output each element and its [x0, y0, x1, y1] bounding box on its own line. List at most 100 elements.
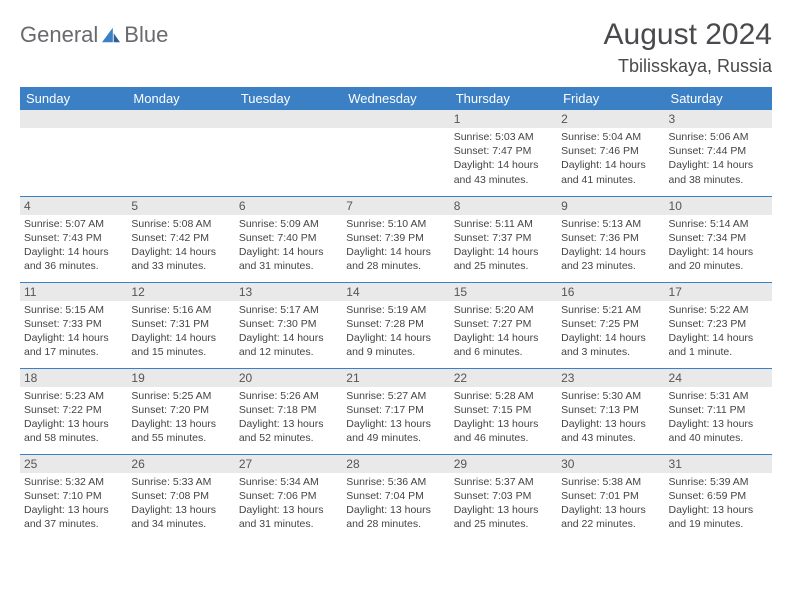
- calendar-week-row: 18Sunrise: 5:23 AMSunset: 7:22 PMDayligh…: [20, 368, 772, 454]
- day-number: 5: [127, 197, 234, 215]
- weekday-header: Friday: [557, 87, 664, 110]
- sunrise-text: Sunrise: 5:07 AM: [24, 217, 123, 231]
- sunset-text: Sunset: 7:25 PM: [561, 317, 660, 331]
- day-number: 11: [20, 283, 127, 301]
- weekday-header: Tuesday: [235, 87, 342, 110]
- calendar-day-cell: 10Sunrise: 5:14 AMSunset: 7:34 PMDayligh…: [665, 196, 772, 282]
- day-number: 21: [342, 369, 449, 387]
- logo: General Blue: [20, 18, 168, 48]
- sunrise-text: Sunrise: 5:31 AM: [669, 389, 768, 403]
- daylight-text: Daylight: 14 hours and 12 minutes.: [239, 331, 338, 359]
- day-number: 10: [665, 197, 772, 215]
- logo-text-gray: General: [20, 22, 98, 48]
- daylight-text: Daylight: 13 hours and 19 minutes.: [669, 503, 768, 531]
- sunrise-text: Sunrise: 5:37 AM: [454, 475, 553, 489]
- calendar-day-cell: 16Sunrise: 5:21 AMSunset: 7:25 PMDayligh…: [557, 282, 664, 368]
- calendar-day-cell: 23Sunrise: 5:30 AMSunset: 7:13 PMDayligh…: [557, 368, 664, 454]
- day-details: Sunrise: 5:15 AMSunset: 7:33 PMDaylight:…: [20, 301, 127, 364]
- daylight-text: Daylight: 14 hours and 17 minutes.: [24, 331, 123, 359]
- day-number: 7: [342, 197, 449, 215]
- calendar-week-row: 25Sunrise: 5:32 AMSunset: 7:10 PMDayligh…: [20, 454, 772, 540]
- daylight-text: Daylight: 14 hours and 9 minutes.: [346, 331, 445, 359]
- calendar-day-cell: 26Sunrise: 5:33 AMSunset: 7:08 PMDayligh…: [127, 454, 234, 540]
- weekday-header: Monday: [127, 87, 234, 110]
- sunrise-text: Sunrise: 5:22 AM: [669, 303, 768, 317]
- day-details: Sunrise: 5:20 AMSunset: 7:27 PMDaylight:…: [450, 301, 557, 364]
- sunrise-text: Sunrise: 5:39 AM: [669, 475, 768, 489]
- day-number: 6: [235, 197, 342, 215]
- sunrise-text: Sunrise: 5:19 AM: [346, 303, 445, 317]
- day-details: Sunrise: 5:33 AMSunset: 7:08 PMDaylight:…: [127, 473, 234, 536]
- day-details: Sunrise: 5:03 AMSunset: 7:47 PMDaylight:…: [450, 128, 557, 191]
- sunrise-text: Sunrise: 5:03 AM: [454, 130, 553, 144]
- daylight-text: Daylight: 14 hours and 25 minutes.: [454, 245, 553, 273]
- calendar-day-cell: 7Sunrise: 5:10 AMSunset: 7:39 PMDaylight…: [342, 196, 449, 282]
- calendar-day-cell: 29Sunrise: 5:37 AMSunset: 7:03 PMDayligh…: [450, 454, 557, 540]
- sunrise-text: Sunrise: 5:15 AM: [24, 303, 123, 317]
- sunset-text: Sunset: 7:03 PM: [454, 489, 553, 503]
- day-details: Sunrise: 5:25 AMSunset: 7:20 PMDaylight:…: [127, 387, 234, 450]
- day-number: 29: [450, 455, 557, 473]
- calendar-day-cell: 3Sunrise: 5:06 AMSunset: 7:44 PMDaylight…: [665, 110, 772, 196]
- day-number: 26: [127, 455, 234, 473]
- calendar-day-cell: 31Sunrise: 5:39 AMSunset: 6:59 PMDayligh…: [665, 454, 772, 540]
- sunset-text: Sunset: 7:22 PM: [24, 403, 123, 417]
- day-details: Sunrise: 5:30 AMSunset: 7:13 PMDaylight:…: [557, 387, 664, 450]
- daylight-text: Daylight: 14 hours and 3 minutes.: [561, 331, 660, 359]
- calendar-day-cell: 14Sunrise: 5:19 AMSunset: 7:28 PMDayligh…: [342, 282, 449, 368]
- daylight-text: Daylight: 13 hours and 43 minutes.: [561, 417, 660, 445]
- logo-sail-icon: [100, 26, 122, 44]
- daylight-text: Daylight: 13 hours and 46 minutes.: [454, 417, 553, 445]
- daylight-text: Daylight: 13 hours and 28 minutes.: [346, 503, 445, 531]
- day-details: Sunrise: 5:11 AMSunset: 7:37 PMDaylight:…: [450, 215, 557, 278]
- day-details: Sunrise: 5:32 AMSunset: 7:10 PMDaylight:…: [20, 473, 127, 536]
- day-number: 27: [235, 455, 342, 473]
- sunrise-text: Sunrise: 5:16 AM: [131, 303, 230, 317]
- day-number: 4: [20, 197, 127, 215]
- calendar-day-cell: [127, 110, 234, 196]
- daylight-text: Daylight: 14 hours and 15 minutes.: [131, 331, 230, 359]
- day-number: 23: [557, 369, 664, 387]
- weekday-header: Thursday: [450, 87, 557, 110]
- sunrise-text: Sunrise: 5:04 AM: [561, 130, 660, 144]
- daylight-text: Daylight: 13 hours and 22 minutes.: [561, 503, 660, 531]
- sunrise-text: Sunrise: 5:34 AM: [239, 475, 338, 489]
- calendar-day-cell: 13Sunrise: 5:17 AMSunset: 7:30 PMDayligh…: [235, 282, 342, 368]
- sunset-text: Sunset: 7:28 PM: [346, 317, 445, 331]
- daylight-text: Daylight: 14 hours and 33 minutes.: [131, 245, 230, 273]
- weekday-header: Wednesday: [342, 87, 449, 110]
- day-details: Sunrise: 5:17 AMSunset: 7:30 PMDaylight:…: [235, 301, 342, 364]
- sunrise-text: Sunrise: 5:25 AM: [131, 389, 230, 403]
- daylight-text: Daylight: 13 hours and 34 minutes.: [131, 503, 230, 531]
- sunrise-text: Sunrise: 5:13 AM: [561, 217, 660, 231]
- sunrise-text: Sunrise: 5:09 AM: [239, 217, 338, 231]
- daylight-text: Daylight: 13 hours and 49 minutes.: [346, 417, 445, 445]
- daylight-text: Daylight: 14 hours and 23 minutes.: [561, 245, 660, 273]
- title-block: August 2024 Tbilisskaya, Russia: [604, 18, 772, 77]
- day-number: 13: [235, 283, 342, 301]
- calendar-day-cell: [235, 110, 342, 196]
- sunset-text: Sunset: 7:34 PM: [669, 231, 768, 245]
- calendar-day-cell: 8Sunrise: 5:11 AMSunset: 7:37 PMDaylight…: [450, 196, 557, 282]
- sunrise-text: Sunrise: 5:08 AM: [131, 217, 230, 231]
- day-number: 19: [127, 369, 234, 387]
- sunrise-text: Sunrise: 5:27 AM: [346, 389, 445, 403]
- day-number: 28: [342, 455, 449, 473]
- page-title: August 2024: [604, 18, 772, 52]
- day-number: [235, 110, 342, 128]
- sunrise-text: Sunrise: 5:32 AM: [24, 475, 123, 489]
- daylight-text: Daylight: 13 hours and 52 minutes.: [239, 417, 338, 445]
- day-details: Sunrise: 5:14 AMSunset: 7:34 PMDaylight:…: [665, 215, 772, 278]
- daylight-text: Daylight: 14 hours and 43 minutes.: [454, 158, 553, 186]
- sunset-text: Sunset: 7:18 PM: [239, 403, 338, 417]
- day-number: 8: [450, 197, 557, 215]
- daylight-text: Daylight: 13 hours and 55 minutes.: [131, 417, 230, 445]
- sunset-text: Sunset: 7:08 PM: [131, 489, 230, 503]
- daylight-text: Daylight: 14 hours and 6 minutes.: [454, 331, 553, 359]
- sunset-text: Sunset: 7:23 PM: [669, 317, 768, 331]
- daylight-text: Daylight: 13 hours and 31 minutes.: [239, 503, 338, 531]
- calendar-day-cell: 9Sunrise: 5:13 AMSunset: 7:36 PMDaylight…: [557, 196, 664, 282]
- sunset-text: Sunset: 7:40 PM: [239, 231, 338, 245]
- sunset-text: Sunset: 7:30 PM: [239, 317, 338, 331]
- day-details: Sunrise: 5:23 AMSunset: 7:22 PMDaylight:…: [20, 387, 127, 450]
